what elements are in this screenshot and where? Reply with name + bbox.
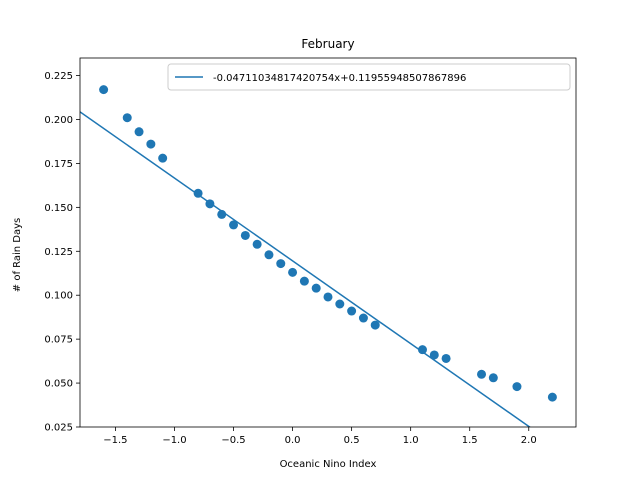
x-tick-label: 0.0 <box>285 435 301 446</box>
y-tick-label: 0.175 <box>44 159 73 170</box>
chart-title: February <box>301 37 354 51</box>
x-axis-label: Oceanic Nino Index <box>280 459 377 470</box>
scatter-point <box>264 250 274 260</box>
scatter-point <box>146 139 156 149</box>
x-tick-label: −1.0 <box>162 435 186 446</box>
scatter-point <box>323 292 333 302</box>
scatter-point <box>217 209 227 219</box>
scatter-point <box>335 299 345 309</box>
scatter-point <box>488 373 498 383</box>
scatter-point <box>158 153 168 163</box>
y-tick-label: 0.125 <box>44 247 73 258</box>
scatter-point <box>299 276 309 286</box>
axes-frame <box>79 57 577 428</box>
y-tick-label: 0.050 <box>44 379 73 390</box>
plot-area <box>80 85 557 427</box>
y-axis-label: # of Rain Days <box>12 218 23 292</box>
scatter-point <box>311 283 321 293</box>
scatter-point <box>547 392 557 402</box>
scatter-point <box>477 369 487 379</box>
regression-line <box>80 111 531 427</box>
scatter-point <box>193 188 203 198</box>
x-tick-label: 2.0 <box>521 435 537 446</box>
scatter-point <box>122 113 132 123</box>
y-tick-label: 0.225 <box>44 71 73 82</box>
scatter-point <box>252 239 262 249</box>
y-tick-label: 0.100 <box>44 291 73 302</box>
scatter-point <box>205 199 215 209</box>
scatter-point <box>288 267 298 277</box>
scatter-point <box>99 85 109 95</box>
x-tick-label: 1.5 <box>462 435 478 446</box>
scatter-point <box>134 127 144 137</box>
x-tick-label: 1.0 <box>403 435 419 446</box>
scatter-point <box>417 345 427 355</box>
scatter-point <box>240 230 250 240</box>
x-tick-label: −0.5 <box>221 435 245 446</box>
x-tick-label: 0.5 <box>344 435 360 446</box>
scatter-point <box>276 259 286 269</box>
y-tick-label: 0.150 <box>44 203 73 214</box>
x-axis-ticks: −1.5 −1.0 −0.5 0.0 0.5 1.0 1.5 2.0 <box>103 427 537 446</box>
y-axis-ticks: 0.025 0.050 0.075 0.100 0.125 0.150 0.175 0.200… <box>44 71 80 434</box>
legend-label: -0.04711034817420754x+0.1195594850786789… <box>213 73 466 84</box>
scatter-point <box>429 350 439 360</box>
y-tick-label: 0.075 <box>44 335 73 346</box>
y-tick-label: 0.025 <box>44 423 73 434</box>
scatter-point <box>358 313 368 323</box>
scatter-point <box>370 320 380 330</box>
legend: -0.04711034817420754x+0.1195594850786789… <box>167 63 571 91</box>
scatter-point <box>512 382 522 392</box>
scatter-point <box>441 353 451 363</box>
scatter-point <box>347 306 357 316</box>
x-tick-label: −1.5 <box>103 435 127 446</box>
legend-box <box>167 63 571 91</box>
y-tick-label: 0.200 <box>44 115 73 126</box>
scatter-point <box>229 220 239 230</box>
